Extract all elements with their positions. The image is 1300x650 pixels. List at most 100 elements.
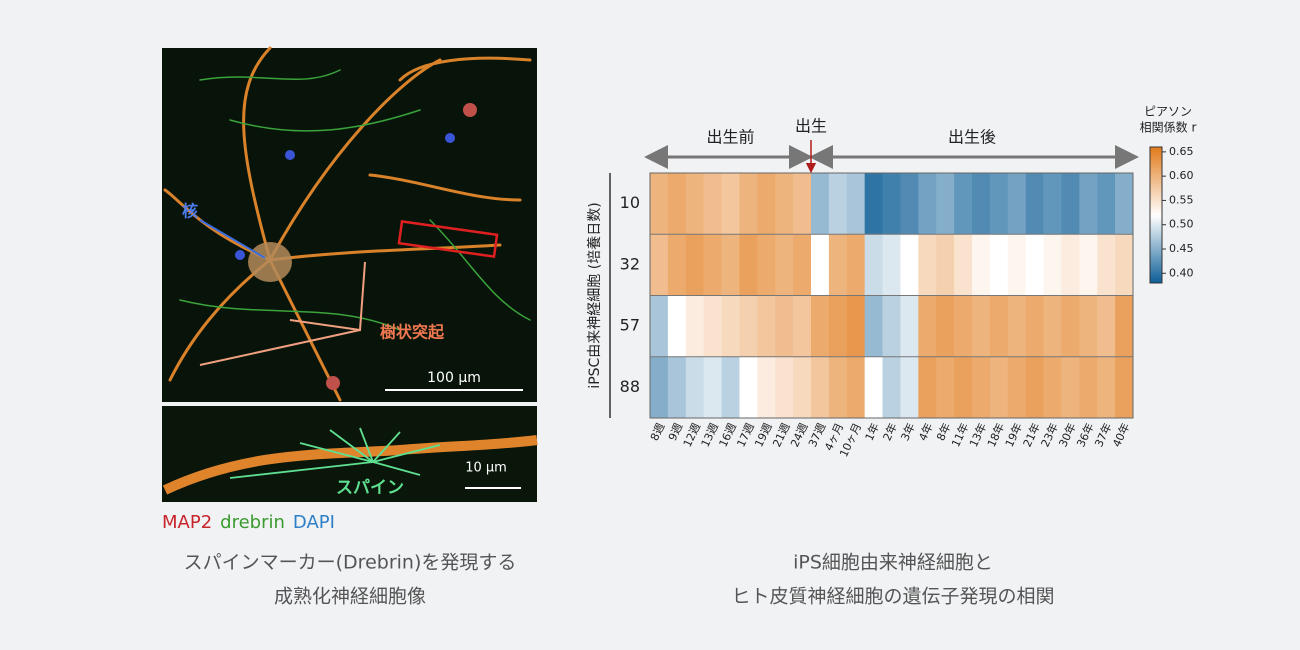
heat-cell: [954, 295, 973, 358]
heat-cell: [667, 173, 687, 235]
heat-cell: [936, 234, 955, 296]
heat-cell: [828, 234, 848, 296]
right-caption: ヒト皮質神経細胞の遺伝子発現の相関: [731, 586, 1054, 608]
heat-cell: [685, 356, 704, 419]
colorbar-segment: [1150, 264, 1162, 268]
heat-cell: [1025, 234, 1044, 296]
heat-cell: [936, 295, 955, 358]
heat-cell: [685, 295, 704, 358]
heat-cell: [685, 173, 704, 235]
colorbar-segment: [1150, 153, 1162, 157]
heat-cell: [936, 173, 955, 235]
heat-cell: [703, 173, 722, 235]
colorbar-segment: [1150, 196, 1162, 200]
colorbar-segment: [1150, 160, 1162, 164]
heat-cell: [721, 173, 740, 235]
colorbar-segment: [1150, 278, 1162, 282]
heat-cell: [721, 234, 740, 296]
heat-cell: [900, 234, 919, 296]
y-axis-label: iPSC由来神経細胞 (培養日数): [586, 202, 603, 388]
y-tick-label: 32: [620, 254, 640, 273]
postnatal-label: 出生後: [948, 128, 996, 147]
heat-cell: [1043, 234, 1062, 296]
heat-cell: [811, 295, 830, 358]
scale-large: 100 μm: [427, 370, 481, 386]
colorbar-segment: [1150, 174, 1162, 177]
heat-cell: [989, 356, 1009, 419]
colorbar-segment: [1150, 224, 1162, 227]
x-tick-label: 8年: [933, 421, 953, 443]
heat-cell: [1079, 356, 1098, 419]
heat-cell: [989, 173, 1009, 235]
colorbar-segment: [1150, 203, 1162, 207]
heat-cell: [972, 295, 991, 358]
heat-cell: [1007, 356, 1026, 419]
heat-cell: [667, 295, 687, 358]
heat-cell: [757, 234, 776, 296]
colorbar-segment: [1150, 194, 1162, 198]
colorbar-segment: [1150, 239, 1162, 243]
heat-cell: [775, 356, 794, 419]
heat-cell: [1097, 234, 1116, 296]
heat-cell: [793, 173, 812, 235]
heat-cell: [685, 234, 704, 296]
heat-cell: [1025, 173, 1044, 235]
heat-cell: [1043, 356, 1062, 419]
heat-cell: [739, 234, 758, 296]
heat-cell: [703, 234, 722, 296]
heat-cell: [864, 173, 883, 235]
colorbar-segment: [1150, 271, 1162, 275]
heat-cell: [989, 234, 1009, 296]
colorbar-segment: [1150, 242, 1162, 245]
colorbar-segment: [1150, 167, 1162, 171]
colorbar-segment: [1150, 181, 1162, 184]
heat-cell: [918, 295, 937, 358]
heat-cell: [757, 173, 776, 235]
heat-cell: [1115, 173, 1134, 235]
heat-cell: [882, 173, 901, 235]
colorbar-segment: [1150, 208, 1162, 211]
stain-legend: DAPI: [293, 512, 335, 533]
colorbar-segment: [1150, 251, 1162, 255]
heat-cell: [1061, 295, 1080, 358]
heat-cell: [667, 234, 687, 296]
heat-cell: [811, 234, 830, 296]
heat-cell: [972, 356, 991, 419]
heat-cell: [1115, 356, 1134, 419]
heat-cell: [900, 295, 919, 358]
colorbar-title: ピアソン: [1144, 105, 1192, 119]
heat-cell: [846, 234, 865, 296]
x-tick-label: 2年: [880, 421, 900, 443]
colorbar-segment: [1150, 212, 1162, 216]
colorbar-frame: [1149, 146, 1163, 284]
colorbar-segment: [1150, 276, 1162, 279]
heat-cell: [918, 173, 937, 235]
stain-legend: MAP2: [162, 512, 212, 533]
colorbar-segment: [1150, 151, 1162, 155]
heat-cell: [721, 356, 740, 419]
heat-cell: [1025, 295, 1044, 358]
heat-cell: [793, 234, 812, 296]
heat-cell: [739, 356, 758, 419]
heat-cell: [1043, 173, 1062, 235]
heat-cell: [1007, 173, 1026, 235]
heat-cell: [1061, 356, 1080, 419]
heat-frame: [649, 172, 1134, 419]
colorbar-segment: [1150, 162, 1162, 166]
colorbar-tick-label: 0.55: [1169, 193, 1194, 206]
spine-label: スパイン: [336, 478, 404, 498]
heat-cell: [811, 173, 830, 235]
colorbar-segment: [1150, 217, 1162, 221]
heat-cell: [1061, 173, 1080, 235]
colorbar-segment: [1150, 253, 1162, 257]
heat-cell: [793, 356, 812, 419]
heat-cell: [882, 356, 901, 419]
colorbar-segment: [1150, 258, 1162, 261]
colorbar-tick-label: 0.65: [1169, 145, 1194, 158]
heat-cell: [918, 356, 937, 419]
colorbar-segment: [1150, 262, 1162, 266]
heat-cell: [703, 356, 722, 419]
heat-cell: [1115, 295, 1134, 358]
colorbar-segment: [1150, 244, 1162, 248]
y-tick-label: 10: [620, 193, 640, 212]
